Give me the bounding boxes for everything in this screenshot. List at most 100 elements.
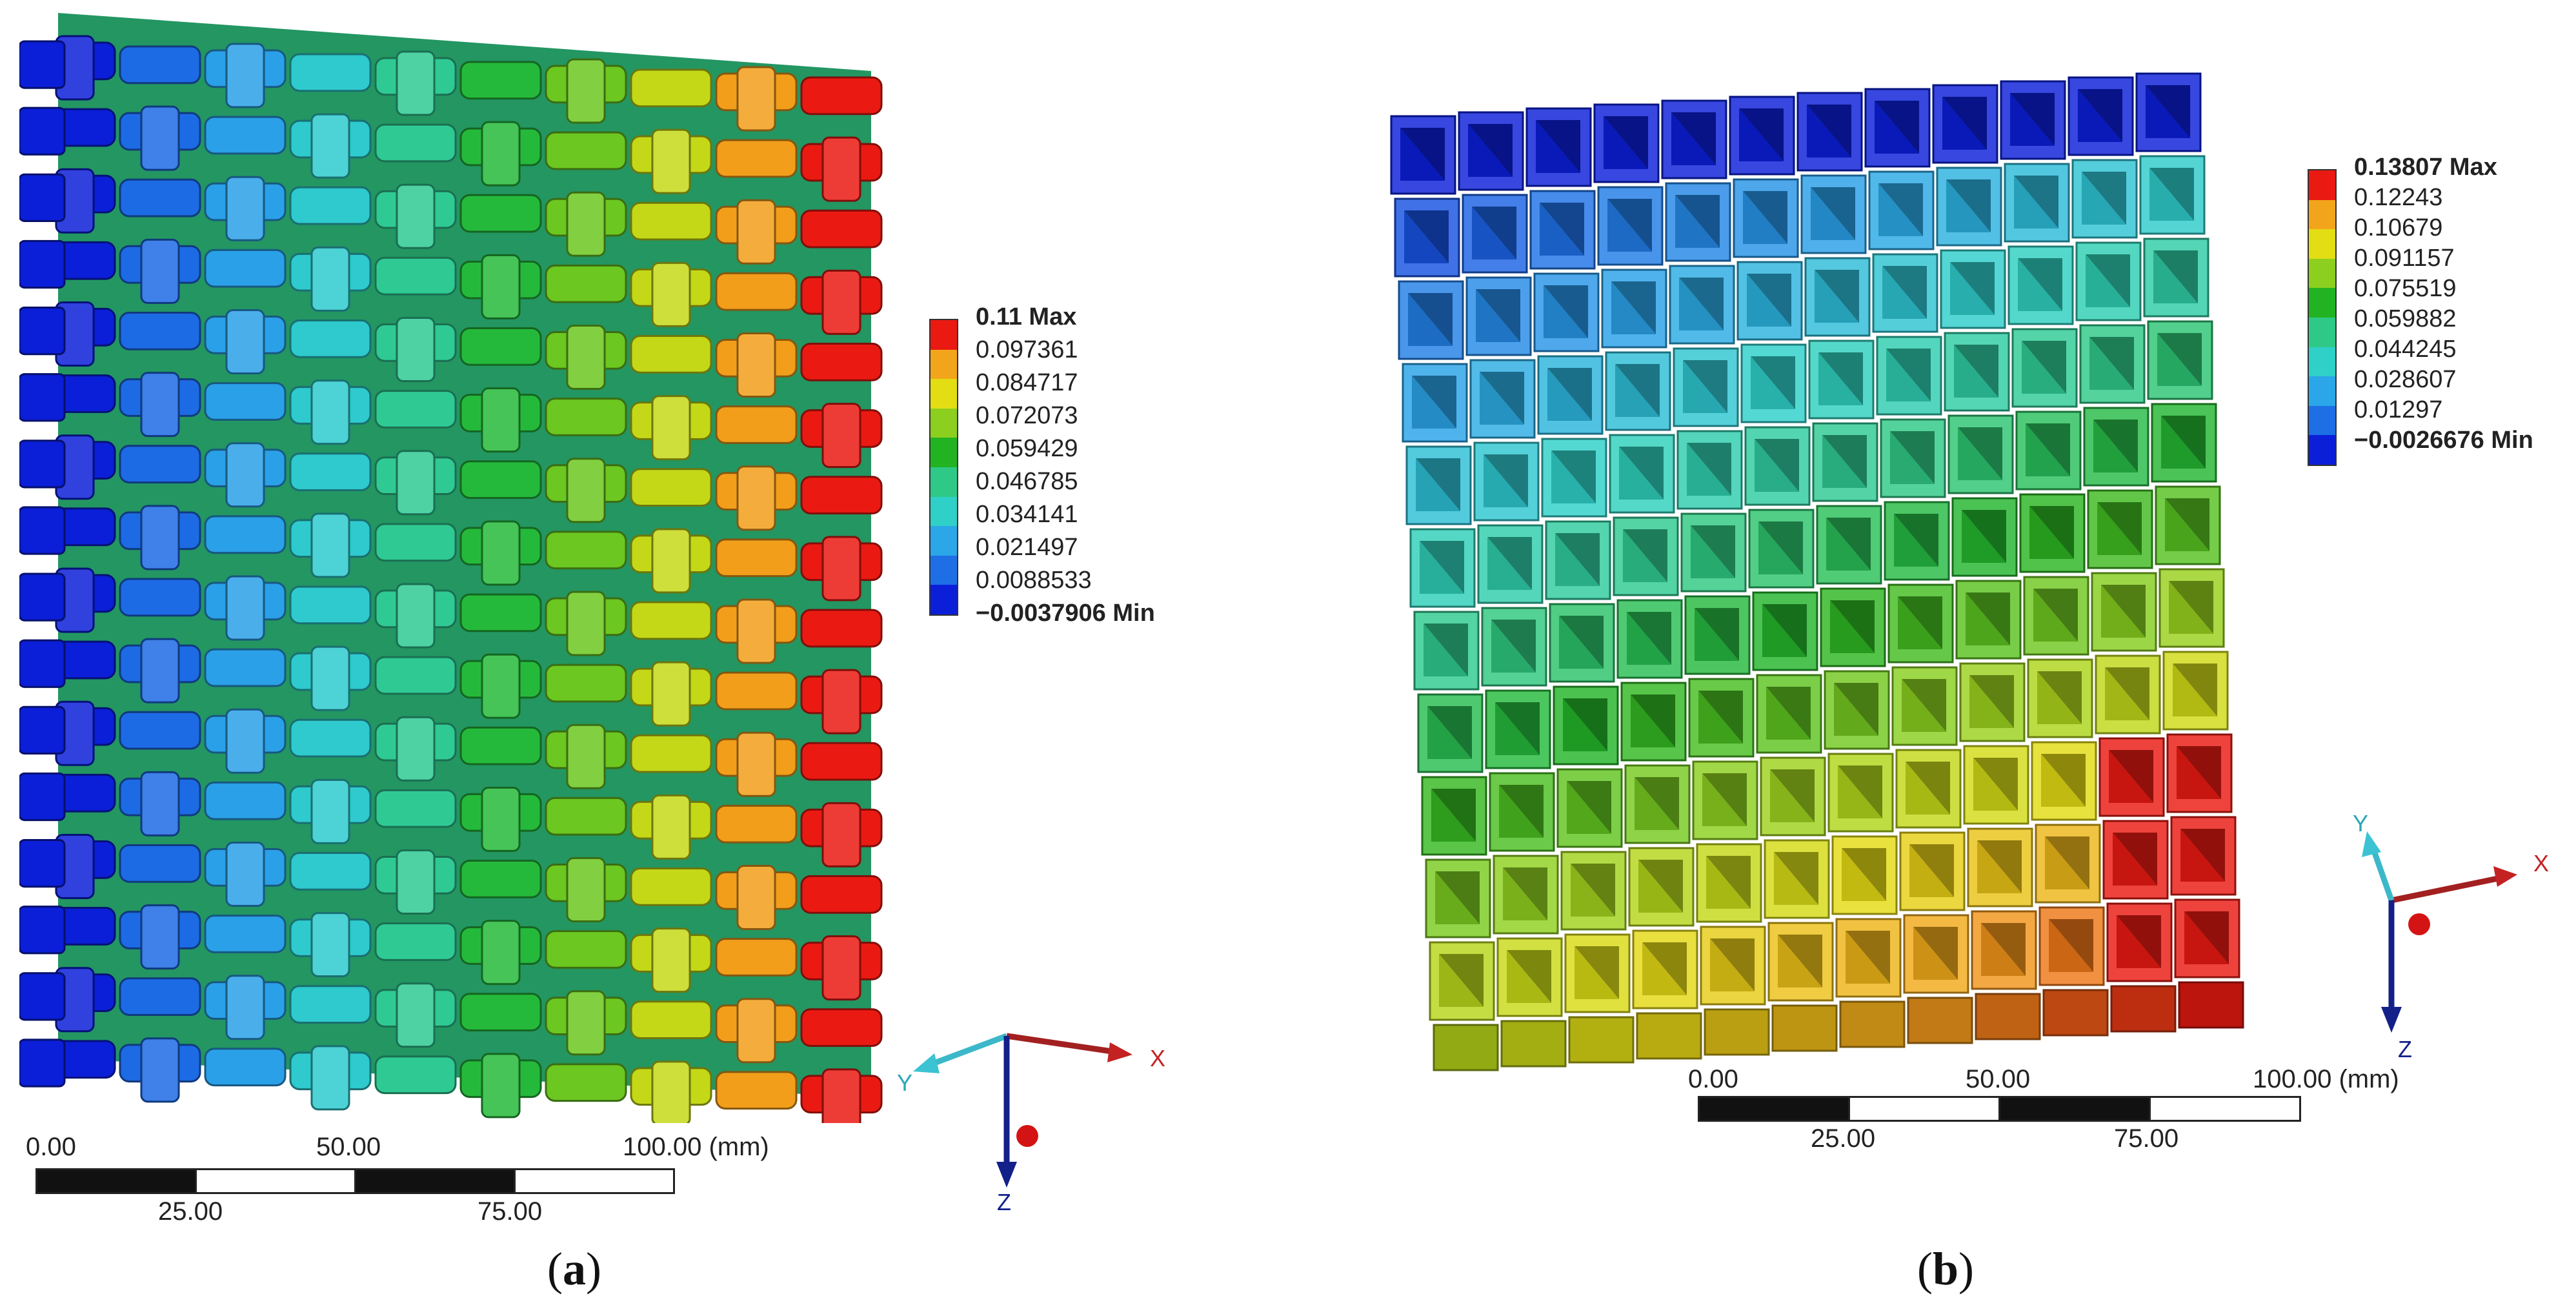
lattice-strand — [140, 1037, 180, 1103]
cell-pocket — [1846, 931, 1890, 984]
cell-pocket — [1913, 927, 1958, 980]
cell-pocket — [2184, 911, 2229, 964]
lattice-strand — [715, 938, 798, 977]
cell-pocket — [1878, 183, 1923, 236]
cell-pocket — [2041, 754, 2086, 807]
legend-swatch — [931, 320, 957, 350]
lattice-strand — [204, 382, 287, 421]
y-arrow-head — [913, 1053, 940, 1073]
scale-label: 50.00 — [316, 1133, 381, 1161]
lattice-strand — [566, 58, 606, 124]
cell-pocket — [1818, 352, 1863, 405]
lattice-strand — [821, 935, 861, 1001]
lattice-strand — [545, 930, 627, 969]
cell-front-face — [2110, 985, 2177, 1033]
axis-x-label: X — [2533, 850, 2549, 876]
cell-pocket — [1882, 266, 1927, 319]
cell-pocket — [1830, 600, 1875, 653]
legend-tick: 0.091157 — [2354, 245, 2455, 272]
lattice-edge-block — [19, 839, 66, 888]
cell-pocket — [2153, 250, 2198, 303]
cell-pocket — [1890, 431, 1935, 484]
lattice-edge-block — [19, 307, 66, 356]
lattice-strand — [736, 598, 776, 664]
legend-swatch — [931, 438, 957, 467]
cell-pocket — [1491, 620, 1536, 673]
cell-pocket — [1826, 518, 1871, 571]
lattice-edge-block — [19, 772, 66, 822]
woven-lattice-model-a — [19, 13, 883, 1123]
cell-pocket — [1973, 758, 2018, 811]
cell-pocket — [1480, 372, 1524, 425]
cell-pocket — [2037, 671, 2082, 724]
legend-max-label: 0.11 Max — [976, 303, 1077, 330]
scale-bar-b: 0.00 50.00 100.00 (mm) 25.00 75.00 — [1688, 1065, 2462, 1181]
lattice-strand — [481, 653, 521, 719]
lattice-strand — [310, 912, 350, 978]
lattice-edge-block — [19, 506, 66, 555]
lattice-strand — [459, 61, 542, 100]
lattice-strand — [289, 53, 372, 92]
lattice-strand — [821, 669, 861, 735]
cell-pocket — [2173, 664, 2217, 716]
cell-pocket — [1487, 537, 1532, 590]
lattice-strand — [119, 977, 201, 1016]
lattice-strand — [821, 536, 861, 602]
cell-pocket — [1567, 781, 1611, 834]
lattice-strand — [545, 131, 627, 170]
lattice-strand — [310, 380, 350, 445]
cell-pocket — [2146, 85, 2190, 138]
cell-pocket — [1946, 179, 1991, 232]
lattice-strand — [396, 317, 436, 382]
lattice-strand — [481, 387, 521, 453]
scale-label: 0.00 — [1688, 1065, 1738, 1093]
cell-pocket — [1642, 942, 1687, 995]
lattice-strand — [630, 1000, 712, 1039]
legend-tick: 0.059882 — [2354, 305, 2457, 332]
lattice-strand — [715, 272, 798, 311]
cell-pocket — [1424, 623, 1468, 676]
lattice-strand — [225, 43, 265, 108]
lattice-strand — [800, 76, 883, 116]
cell-pocket — [2026, 423, 2070, 476]
honeycomb-lattice-model-b — [1390, 72, 2244, 1071]
lattice-strand — [715, 139, 798, 178]
cell-pocket — [1547, 368, 1592, 421]
lattice-strand — [289, 585, 372, 625]
lattice-strand — [651, 661, 691, 727]
cell-pocket — [1822, 435, 1867, 488]
cell-pocket — [2165, 498, 2209, 551]
cell-pocket — [1906, 762, 1950, 815]
cell-pocket — [1683, 360, 1727, 413]
cell-pocket — [2014, 176, 2058, 228]
cell-pocket — [1770, 769, 1815, 822]
cell-pocket — [1571, 864, 1615, 917]
lattice-strand — [651, 528, 691, 594]
lattice-strand — [800, 875, 883, 914]
scale-segment-dark — [1698, 1096, 1850, 1122]
lattice-strand — [225, 442, 265, 508]
lattice-strand — [225, 975, 265, 1040]
legend-swatch — [931, 555, 957, 585]
lattice-strand — [821, 403, 861, 469]
lattice-strand — [225, 309, 265, 374]
cell-pocket — [1962, 510, 2006, 563]
cell-pocket — [1702, 773, 1747, 826]
scale-label: 25.00 — [158, 1197, 223, 1226]
lattice-strand — [821, 269, 861, 335]
cell-pocket — [1755, 439, 1799, 492]
cell-pocket — [2078, 89, 2122, 142]
lattice-edge-block — [19, 906, 66, 955]
lattice-strand — [119, 711, 201, 750]
cell-pocket — [1563, 698, 1607, 751]
cell-pocket — [1671, 112, 1716, 165]
lattice-strand — [204, 1048, 287, 1087]
cell-pocket — [1468, 124, 1513, 177]
cell-pocket — [1435, 871, 1480, 924]
lattice-strand — [481, 1053, 521, 1119]
cell-pocket — [2018, 258, 2062, 311]
lattice-strand — [736, 332, 776, 398]
lattice-strand — [630, 68, 712, 108]
cell-pocket — [1766, 687, 1811, 740]
cell-pocket — [1886, 349, 1931, 401]
